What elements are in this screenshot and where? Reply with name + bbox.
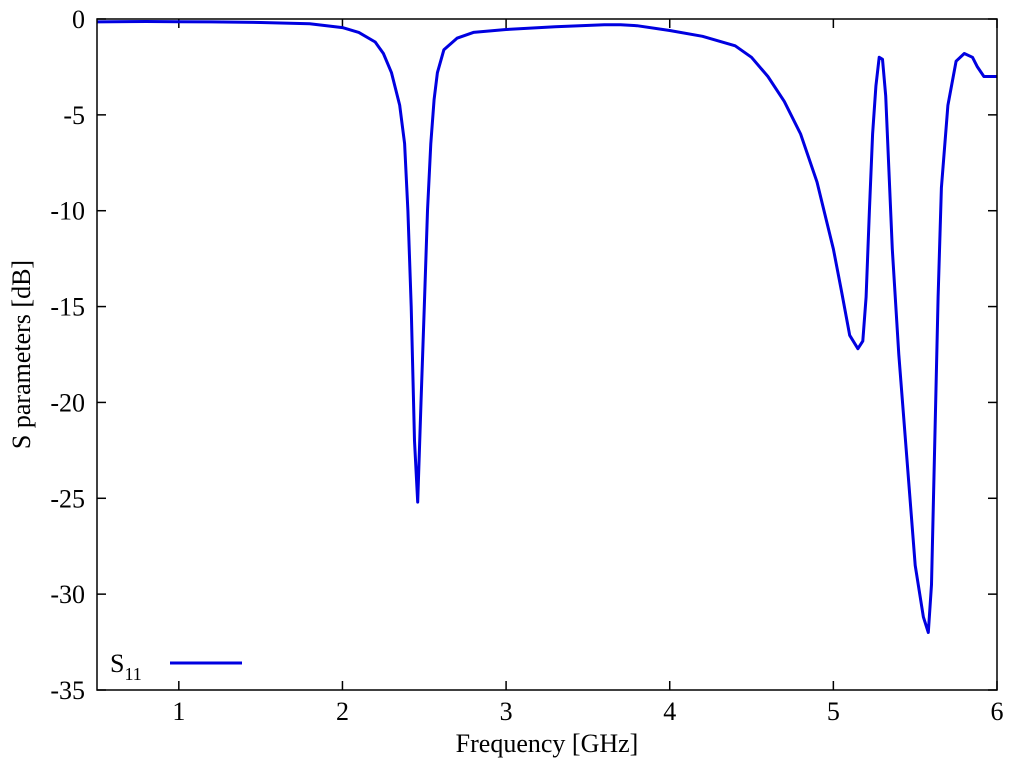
y-tick-label: -35: [50, 676, 85, 705]
legend-label-main: S: [110, 649, 124, 678]
y-tick-label: -20: [50, 388, 85, 417]
plot-frame: [96, 18, 998, 691]
x-tick-label: 6: [991, 697, 1004, 726]
x-axis-label: Frequency [GHz]: [456, 729, 639, 758]
y-tick-label: -15: [50, 293, 85, 322]
x-tick-label: 5: [827, 697, 840, 726]
y-tick-label: -10: [50, 197, 85, 226]
x-tick-label: 3: [500, 697, 513, 726]
s11-series-line: [96, 20, 997, 634]
x-tick-label: 2: [336, 697, 349, 726]
legend-label-subscript: 11: [124, 664, 141, 684]
x-tick-label: 1: [172, 697, 185, 726]
legend: S11: [110, 649, 242, 684]
y-axis-label: S parameters [dB]: [7, 260, 36, 449]
y-tick-label: -25: [50, 484, 85, 513]
y-tick-label: 0: [72, 5, 85, 34]
legend-label: S11: [110, 649, 142, 684]
tick-labels: 1 2 3 4 5 6 0 -5 -10 -15 -20 -25 -30 -35: [50, 5, 1003, 726]
ticks: [97, 18, 998, 691]
y-tick-label: -5: [63, 101, 85, 130]
x-tick-label: 4: [663, 697, 676, 726]
y-tick-label: -30: [50, 580, 85, 609]
